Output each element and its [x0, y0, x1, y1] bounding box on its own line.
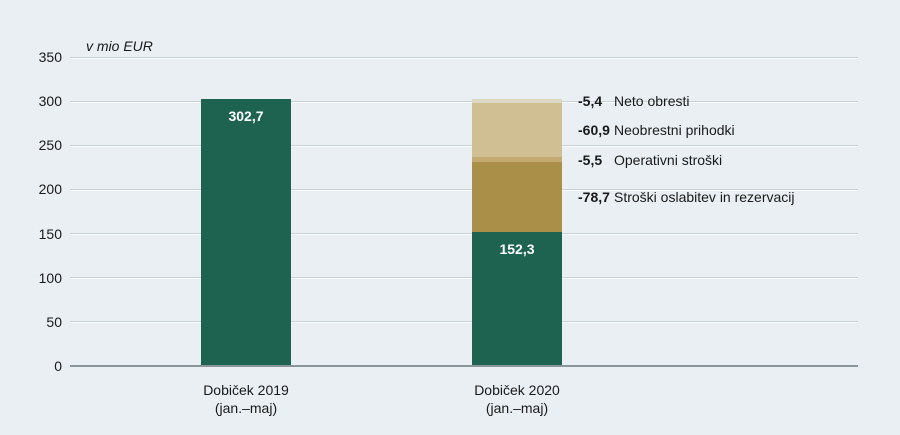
- y-axis-tick-label: 350: [38, 49, 62, 65]
- gridline-50: [70, 321, 858, 323]
- x-axis-category-2: Dobiček 2020 (jan.–maj): [417, 381, 617, 417]
- bar-value-label: 302,7: [228, 107, 264, 124]
- annotation-text: Neto obresti: [614, 93, 690, 110]
- x-axis-category-line1: Dobiček 2019: [203, 382, 289, 398]
- y-axis-tick-label: 300: [38, 93, 62, 110]
- y-axis-title: v mio EUR: [86, 38, 153, 54]
- y-axis-tick-label: 250: [38, 137, 62, 154]
- annotation-text: Operativni stroški: [614, 151, 723, 168]
- annotation-operativni-stro-ki: -5,5 Operativni stroški: [578, 151, 722, 169]
- bar-segment-operativni-stro-ki: [472, 157, 562, 163]
- annotation-value: -78,7: [578, 188, 610, 205]
- bar-segment-dobi-ek-2020: [472, 231, 562, 366]
- y-axis-tick-label: 50: [46, 313, 62, 330]
- gridline-200: [70, 188, 858, 190]
- annotation-neto-obresti: -5,4 Neto obresti: [578, 92, 689, 110]
- gridline-100: [70, 277, 858, 279]
- bar-segment-stro-ki-oslabitev-in-rezervacij: [472, 162, 562, 232]
- annotation-value: -5,4: [578, 93, 603, 110]
- y-axis-tick-label: 100: [38, 269, 62, 286]
- annotation-text: Stroški oslabitev in rezervacij: [614, 188, 795, 205]
- x-axis-line: [70, 365, 858, 367]
- annotation-value: -60,9: [578, 122, 610, 139]
- gridline-300: [70, 100, 858, 102]
- annotation-value: -5,5: [578, 151, 603, 168]
- bar-segment-neobrestni-prihodki: [472, 103, 562, 158]
- bar-segment-dobi-ek-2019: [201, 98, 291, 366]
- bar-segment-neto-obresti: [472, 98, 562, 104]
- x-axis-category-line2: (jan.–maj): [214, 400, 278, 416]
- y-axis-tick-label: 150: [38, 225, 62, 242]
- y-axis-tick-label: 200: [38, 181, 62, 198]
- annotation-neobrestni-prihodki: -60,9 Neobrestni prihodki: [578, 121, 735, 139]
- gridline-250: [70, 144, 858, 146]
- annotation-stro-ki-oslabitev-in-rezervacij: -78,7 Stroški oslabitev in rezervacij: [578, 188, 795, 206]
- x-axis-category-1: Dobiček 2019 (jan.–maj): [146, 381, 346, 417]
- gridline-350: [70, 56, 858, 58]
- bar-value-label: 152,3: [499, 240, 535, 257]
- y-axis-tick-label: 0: [54, 358, 62, 374]
- annotation-text: Neobrestni prihodki: [614, 122, 735, 139]
- x-axis-category-line2: (jan.–maj): [485, 400, 549, 416]
- gridline-150: [70, 233, 858, 235]
- x-axis-category-line1: Dobiček 2020: [474, 382, 560, 398]
